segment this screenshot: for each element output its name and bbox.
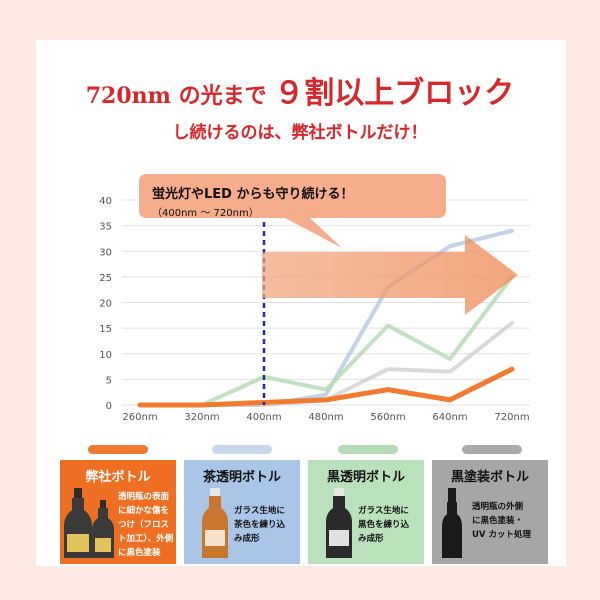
range-arrow	[262, 235, 518, 315]
bottle-card-desc: ガラス生地に 茶色を練り込 み成形	[234, 504, 285, 546]
bottle-card-ours: 弊社ボトル 透明瓶の表面 に細かな傷を つけ（フロス ト加工）、外側 に黒色塗装	[60, 460, 176, 564]
bottle-card-title: 黒塗装ボトル	[450, 470, 529, 485]
x-tick-label: 720nm	[494, 412, 529, 423]
x-tick-label: 480nm	[308, 412, 343, 423]
bottle-pair-icon	[64, 488, 114, 558]
callout-line1: 蛍光灯やLED からも守り続ける！	[152, 187, 354, 202]
y-tick-label: 40	[99, 196, 112, 207]
bottle-card-title: 茶透明ボトル	[202, 470, 281, 485]
callout-text: 蛍光灯やLED からも守り続ける！ （400nm ～ 720nm）	[152, 183, 353, 219]
headline-line2: し続けるのは、弊社ボトルだけ！	[172, 123, 428, 143]
desc-line: ガラス生地に	[358, 506, 409, 516]
y-tick-label: 0	[106, 401, 112, 412]
x-tick-label: 560nm	[370, 412, 405, 423]
desc-line: に黒色塗装・	[472, 516, 524, 526]
headline-emphasis: ９割以上ブロック	[274, 76, 515, 111]
bottle-card-black-clear: 黒透明ボトル ガラス生地に 黒色を練り込 み成形	[308, 460, 424, 564]
desc-line: に黒色塗装	[118, 548, 161, 558]
headline-line1: 720nm の光まで ９割以上ブロック	[0, 68, 600, 112]
y-tick-label: 20	[99, 299, 112, 310]
bottle-card-desc: ガラス生地に 黒色を練り込 み成形	[358, 504, 409, 546]
bottle-card-desc: 透明瓶の表面 に細かな傷を つけ（フロス ト加工）、外側 に黒色塗装	[118, 490, 173, 560]
desc-line: つけ（フロス	[118, 520, 170, 530]
bottle-card-title: 黒透明ボトル	[326, 470, 405, 485]
desc-line: ト加工）、外側	[118, 534, 174, 544]
callout-line2: （400nm ～ 720nm）	[152, 208, 259, 219]
brown-bottle-icon	[202, 488, 228, 558]
desc-line: 黒色を練り込	[358, 520, 410, 530]
bottle-card-title: 弊社ボトル	[85, 470, 151, 485]
desc-line: み成形	[234, 534, 260, 544]
legend-pill-ours	[88, 445, 148, 454]
y-tick-label: 35	[99, 222, 112, 233]
legend-pill-black-clear	[338, 445, 398, 454]
headline-pre: 720nm の光まで	[85, 83, 267, 109]
y-tick-label: 10	[99, 350, 112, 361]
bottle-card-black-painted: 黒塗装ボトル 透明瓶の外側 に黒色塗装・ UV カット処理	[432, 460, 548, 564]
desc-line: ガラス生地に	[234, 506, 285, 516]
desc-line: 透明瓶の表面	[118, 492, 170, 502]
y-tick-label: 25	[99, 273, 112, 284]
legend-pill-black-painted	[462, 445, 522, 454]
y-tick-label: 30	[99, 247, 112, 258]
y-tick-label: 5	[106, 375, 112, 386]
x-tick-label: 320nm	[184, 412, 219, 423]
x-tick-label: 640nm	[432, 412, 467, 423]
painted-bottle-icon	[442, 488, 462, 558]
bottle-card-brown-clear: 茶透明ボトル ガラス生地に 茶色を練り込 み成形	[184, 460, 300, 564]
desc-line: UV カット処理	[472, 530, 531, 540]
x-axis-ticks: 260nm 320nm 400nm 480nm 560nm 640nm 720nm	[122, 412, 529, 423]
desc-line: み成形	[358, 534, 384, 544]
desc-line: 透明瓶の外側	[472, 502, 524, 512]
series-line	[137, 366, 515, 408]
y-tick-label: 15	[99, 324, 112, 335]
bottle-card-desc: 透明瓶の外側 に黒色塗装・ UV カット処理	[472, 500, 531, 542]
y-axis-ticks: 0 5 10 15 20 25 30 35 40	[99, 196, 112, 412]
desc-line: 茶色を練り込	[234, 520, 286, 530]
x-tick-label: 400nm	[246, 412, 281, 423]
x-tick-label: 260nm	[122, 412, 157, 423]
chart-series	[137, 228, 515, 408]
legend-pill-brown-clear	[212, 445, 272, 454]
desc-line: に細かな傷を	[118, 506, 170, 516]
callout-bubble	[139, 174, 446, 248]
black-bottle-icon	[326, 488, 352, 558]
